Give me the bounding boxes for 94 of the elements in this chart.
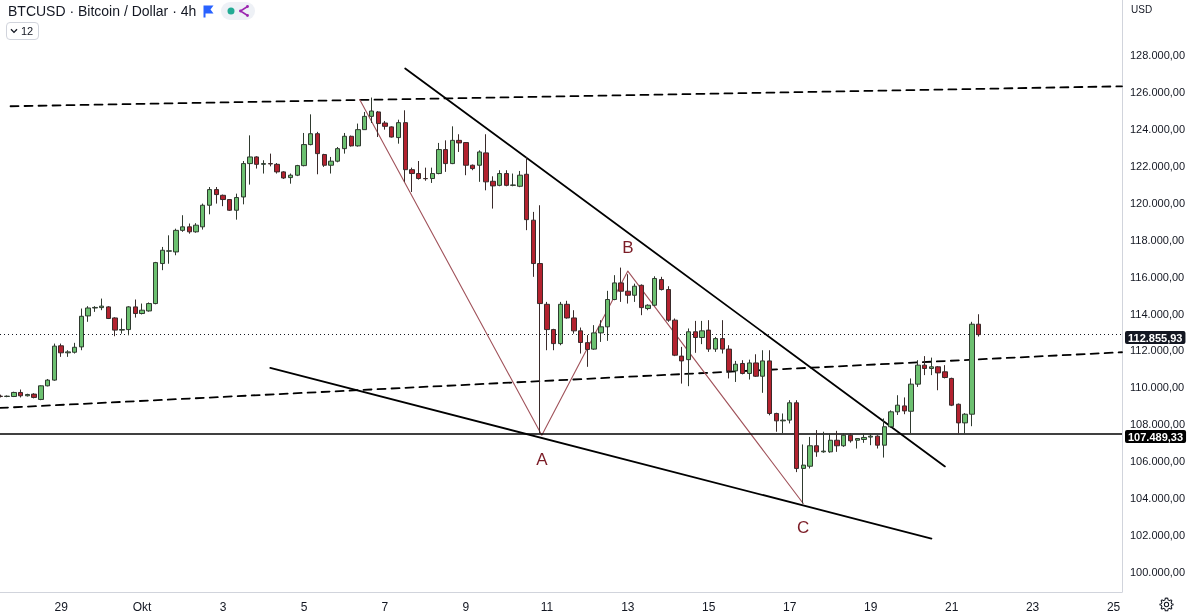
candlestick bbox=[18, 389, 23, 398]
x-tick-label: 25 bbox=[1106, 600, 1121, 613]
x-tick-label: 9 bbox=[462, 600, 470, 613]
candlestick bbox=[760, 349, 765, 394]
candlestick bbox=[52, 343, 57, 382]
candlestick bbox=[558, 301, 563, 346]
candlestick bbox=[875, 434, 880, 450]
candlestick bbox=[443, 139, 448, 173]
annotation: A bbox=[536, 449, 549, 469]
y-tick-label: 106.000,00 bbox=[1130, 455, 1186, 468]
candlestick bbox=[497, 169, 502, 187]
candlestick bbox=[713, 336, 718, 353]
candlestick bbox=[774, 412, 779, 433]
x-tick-label: 21 bbox=[944, 600, 959, 613]
candlestick bbox=[828, 433, 833, 454]
candlestick bbox=[187, 223, 192, 235]
candlestick bbox=[585, 334, 590, 368]
candlestick bbox=[949, 377, 954, 407]
x-tick-label: 13 bbox=[621, 600, 635, 613]
candlestick bbox=[848, 432, 853, 444]
y-tick-label: 112.000,00 bbox=[1130, 344, 1185, 357]
candlestick bbox=[659, 276, 664, 291]
x-tick-label: 19 bbox=[864, 600, 878, 613]
candlestick bbox=[207, 186, 212, 215]
annotation: C bbox=[797, 517, 810, 537]
candlestick bbox=[821, 431, 826, 454]
candlestick bbox=[214, 186, 219, 205]
y-tick-label: 118.000,00 bbox=[1130, 233, 1185, 246]
candlestick bbox=[706, 319, 711, 353]
candlestick bbox=[58, 343, 64, 358]
candlestick bbox=[814, 429, 819, 458]
candlestick bbox=[639, 283, 644, 316]
candlestick bbox=[322, 153, 327, 168]
candlestick bbox=[747, 359, 752, 381]
candlestick bbox=[133, 299, 138, 319]
candlestick bbox=[349, 135, 354, 148]
candlestick bbox=[693, 320, 698, 354]
y-tick-label: 114.000,00 bbox=[1130, 307, 1185, 320]
y-tick-label: 122.000,00 bbox=[1130, 159, 1186, 172]
candlestick bbox=[396, 119, 401, 145]
y-tick-label: 116.000,00 bbox=[1130, 270, 1185, 283]
candlestick bbox=[261, 159, 266, 175]
y-tick-label: 124.000,00 bbox=[1130, 123, 1186, 136]
candlestick bbox=[369, 97, 374, 124]
annotation: 12 bbox=[21, 25, 34, 37]
candlestick bbox=[234, 193, 239, 221]
y-tick-label: 120.000,00 bbox=[1130, 196, 1186, 209]
y-tick-label: 108.000,00 bbox=[1130, 418, 1186, 431]
x-tick-label: 17 bbox=[783, 600, 797, 613]
y-tick-label: 100.000,00 bbox=[1130, 565, 1186, 578]
candlestick bbox=[841, 432, 846, 448]
candlestick bbox=[699, 320, 705, 345]
x-tick-label: 7 bbox=[381, 600, 389, 613]
candlestick bbox=[450, 125, 455, 165]
y-tick-label: 128.000,00 bbox=[1130, 49, 1186, 62]
x-tick-label: 29 bbox=[54, 600, 69, 613]
x-tick-label: 5 bbox=[300, 600, 308, 613]
y-tick-label: 104.000,00 bbox=[1130, 491, 1186, 504]
y-tick-label: 102.000,00 bbox=[1130, 528, 1186, 541]
x-tick-label: 11 bbox=[540, 600, 554, 613]
y-axis-title: USD bbox=[1131, 4, 1153, 15]
y-tick-label: 126.000,00 bbox=[1130, 86, 1186, 99]
annotation: B bbox=[622, 237, 634, 257]
candlestick bbox=[477, 149, 482, 183]
candlestick bbox=[753, 353, 759, 378]
candlestick bbox=[902, 396, 907, 415]
candlestick bbox=[767, 349, 772, 416]
ref-line-label: 112.855,93 bbox=[1128, 331, 1183, 344]
candlestick bbox=[423, 167, 428, 182]
candlestick bbox=[929, 357, 934, 376]
x-tick-label: 23 bbox=[1025, 600, 1040, 613]
candlestick bbox=[794, 399, 799, 473]
candlestick bbox=[342, 132, 347, 155]
candlestick bbox=[612, 274, 617, 301]
ref-line-label: 107.489,33 bbox=[1128, 430, 1184, 443]
x-tick-label: 15 bbox=[702, 600, 716, 613]
candlestick bbox=[504, 169, 509, 187]
candlestick bbox=[632, 283, 637, 303]
candlestick bbox=[31, 392, 37, 399]
candlestick bbox=[254, 155, 259, 170]
x-tick-label: Okt bbox=[132, 600, 153, 613]
y-tick-label: 110.000,00 bbox=[1130, 381, 1185, 394]
chart-title: BTCUSD · Bitcoin / Dollar · 4h bbox=[8, 2, 197, 20]
candlestick bbox=[733, 360, 738, 383]
candlestick bbox=[976, 313, 981, 338]
candlestick bbox=[288, 173, 293, 185]
candlestick bbox=[922, 355, 927, 376]
candlestick bbox=[686, 327, 691, 387]
candlestick bbox=[834, 430, 840, 453]
candlestick bbox=[524, 156, 529, 231]
candlestick bbox=[315, 131, 320, 175]
x-tick-label: 3 bbox=[219, 600, 227, 613]
candlestick bbox=[740, 359, 745, 375]
candlestick bbox=[956, 403, 961, 434]
